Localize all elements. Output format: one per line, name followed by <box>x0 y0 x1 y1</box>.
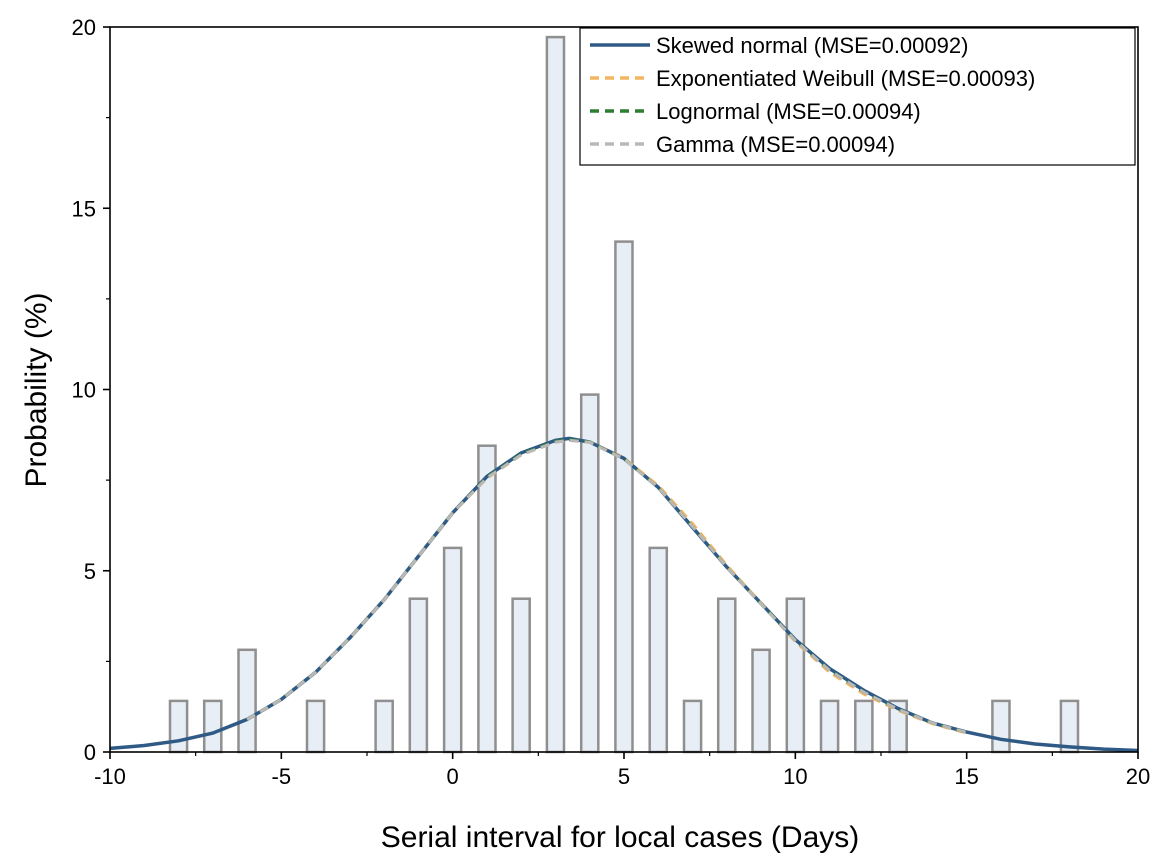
legend: Skewed normal (MSE=0.00092) Exponentiate… <box>579 27 1136 166</box>
legend-label-exponentiated-weibull: Exponentiated Weibull (MSE=0.00093) <box>656 66 1035 91</box>
histogram-bar <box>854 699 874 754</box>
histogram-bar <box>202 699 223 754</box>
histogram-bar <box>648 546 669 754</box>
histogram-bar <box>374 699 394 754</box>
histogram-bar <box>511 597 531 754</box>
histogram-bar <box>408 597 429 754</box>
histogram-bar <box>305 699 326 754</box>
y-tick-label: 10 <box>72 378 96 403</box>
x-tick-label: 10 <box>783 764 807 789</box>
histogram-bar <box>716 597 737 754</box>
x-tick-label: 5 <box>618 764 630 789</box>
histogram-bar <box>682 699 703 754</box>
legend-label-lognormal: Lognormal (MSE=0.00094) <box>656 99 921 124</box>
x-axis-title: Serial interval for local cases (Days) <box>381 821 860 854</box>
y-tick-label: 15 <box>72 196 96 221</box>
histogram-bar <box>579 393 600 754</box>
histogram-bar <box>237 648 257 754</box>
histogram-bar <box>991 699 1011 754</box>
histogram-bar <box>545 35 566 754</box>
fitted-curves <box>109 436 1139 753</box>
legend-label-gamma: Gamma (MSE=0.00094) <box>656 132 895 157</box>
x-tick-label: 20 <box>1126 764 1150 789</box>
axes: -10 -5 0 5 10 15 20 0 5 10 15 20 <box>72 15 1151 789</box>
histogram-bar <box>477 444 497 754</box>
histogram-bar <box>819 699 840 754</box>
histogram-bar <box>785 597 806 754</box>
histogram-bar <box>1059 699 1080 754</box>
histogram-bar <box>168 699 189 754</box>
y-axis-title: Probability (%) <box>20 292 53 487</box>
y-tick-label: 5 <box>84 559 96 584</box>
y-tick-label: 0 <box>84 740 96 765</box>
histogram-bar <box>751 648 771 754</box>
histogram-bar <box>614 240 634 754</box>
y-tick-label: 20 <box>72 15 96 40</box>
legend-label-skewed-normal: Skewed normal (MSE=0.00092) <box>656 33 968 58</box>
series-line-3 <box>246 438 968 734</box>
x-tick-label: -10 <box>94 764 126 789</box>
x-tick-label: -5 <box>272 764 292 789</box>
legend-box <box>579 27 1136 166</box>
x-tick-label: 15 <box>954 764 978 789</box>
histogram-bar <box>442 546 463 754</box>
x-tick-label: 0 <box>447 764 459 789</box>
